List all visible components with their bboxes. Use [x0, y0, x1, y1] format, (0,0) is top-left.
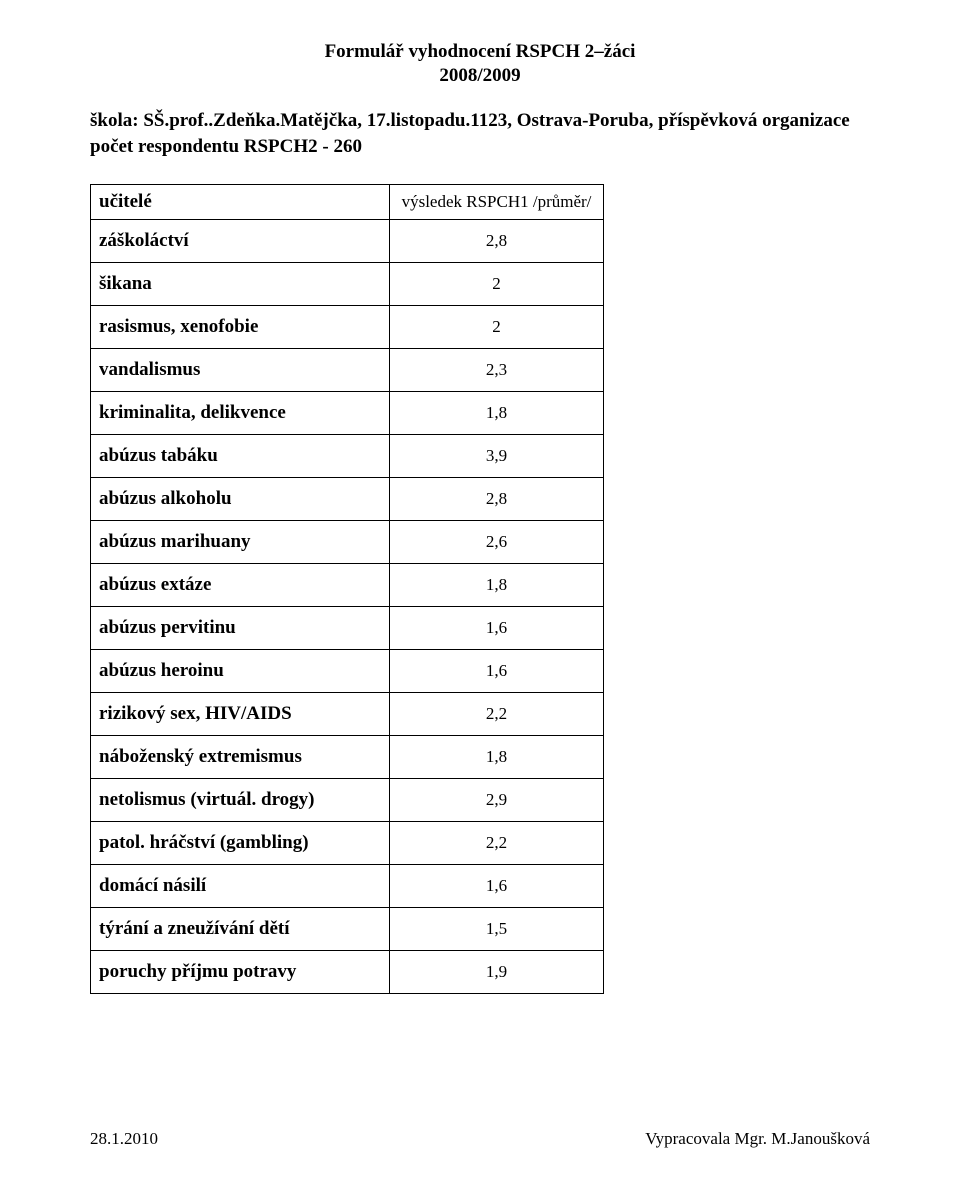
row-label: šikana	[91, 262, 390, 305]
table-row: kriminalita, delikvence1,8	[91, 391, 604, 434]
table-row: poruchy příjmu potravy1,9	[91, 950, 604, 993]
table-row: patol. hráčství (gambling)2,2	[91, 821, 604, 864]
row-value: 1,6	[390, 864, 604, 907]
row-label: abúzus pervitinu	[91, 606, 390, 649]
footer-date: 28.1.2010	[90, 1129, 158, 1149]
row-label: rizikový sex, HIV/AIDS	[91, 692, 390, 735]
row-label: abúzus heroinu	[91, 649, 390, 692]
table-row: náboženský extremismus1,8	[91, 735, 604, 778]
row-value: 1,8	[390, 563, 604, 606]
row-value: 3,9	[390, 434, 604, 477]
table-header-label: učitelé	[91, 184, 390, 219]
table-row: abúzus marihuany2,6	[91, 520, 604, 563]
row-label: rasismus, xenofobie	[91, 305, 390, 348]
row-label: abúzus alkoholu	[91, 477, 390, 520]
row-value: 1,6	[390, 649, 604, 692]
row-label: týrání a zneužívání dětí	[91, 907, 390, 950]
title-line-1: Formulář vyhodnocení RSPCH 2–žáci	[90, 40, 870, 64]
row-value: 2	[390, 262, 604, 305]
table-row: rizikový sex, HIV/AIDS2,2	[91, 692, 604, 735]
row-label: domácí násilí	[91, 864, 390, 907]
row-value: 2,8	[390, 219, 604, 262]
row-value: 1,8	[390, 391, 604, 434]
table-row: rasismus, xenofobie2	[91, 305, 604, 348]
row-label: abúzus tabáku	[91, 434, 390, 477]
page-footer: 28.1.2010 Vypracovala Mgr. M.Janoušková	[90, 1129, 870, 1149]
row-value: 1,8	[390, 735, 604, 778]
table-row: abúzus tabáku3,9	[91, 434, 604, 477]
results-table: učitelé výsledek RSPCH1 /průměr/ záškolá…	[90, 184, 604, 994]
row-value: 2,8	[390, 477, 604, 520]
row-value: 2,3	[390, 348, 604, 391]
table-row: šikana2	[91, 262, 604, 305]
row-value: 2,9	[390, 778, 604, 821]
row-label: kriminalita, delikvence	[91, 391, 390, 434]
table-row: abúzus heroinu1,6	[91, 649, 604, 692]
row-value: 1,5	[390, 907, 604, 950]
row-value: 1,6	[390, 606, 604, 649]
title-block: Formulář vyhodnocení RSPCH 2–žáci 2008/2…	[90, 40, 870, 88]
row-value: 2	[390, 305, 604, 348]
row-value: 2,2	[390, 692, 604, 735]
footer-author: Vypracovala Mgr. M.Janoušková	[645, 1129, 870, 1149]
school-line: škola: SŠ.prof..Zdeňka.Matějčka, 17.list…	[90, 110, 870, 132]
row-label: poruchy příjmu potravy	[91, 950, 390, 993]
row-label: abúzus marihuany	[91, 520, 390, 563]
page: Formulář vyhodnocení RSPCH 2–žáci 2008/2…	[0, 0, 960, 1193]
row-label: patol. hráčství (gambling)	[91, 821, 390, 864]
table-row: abúzus extáze1,8	[91, 563, 604, 606]
row-label: vandalismus	[91, 348, 390, 391]
table-row: týrání a zneužívání dětí1,5	[91, 907, 604, 950]
table-row: domácí násilí1,6	[91, 864, 604, 907]
respondent-line: počet respondentu RSPCH2 - 260	[90, 136, 870, 158]
row-value: 2,2	[390, 821, 604, 864]
row-label: záškoláctví	[91, 219, 390, 262]
row-label: náboženský extremismus	[91, 735, 390, 778]
row-label: abúzus extáze	[91, 563, 390, 606]
table-row: abúzus alkoholu2,8	[91, 477, 604, 520]
table-header-value: výsledek RSPCH1 /průměr/	[390, 184, 604, 219]
row-label: netolismus (virtuál. drogy)	[91, 778, 390, 821]
table-header-row: učitelé výsledek RSPCH1 /průměr/	[91, 184, 604, 219]
row-value: 1,9	[390, 950, 604, 993]
table-row: abúzus pervitinu1,6	[91, 606, 604, 649]
row-value: 2,6	[390, 520, 604, 563]
title-line-2: 2008/2009	[90, 64, 870, 88]
table-row: záškoláctví2,8	[91, 219, 604, 262]
table-row: vandalismus2,3	[91, 348, 604, 391]
table-row: netolismus (virtuál. drogy)2,9	[91, 778, 604, 821]
